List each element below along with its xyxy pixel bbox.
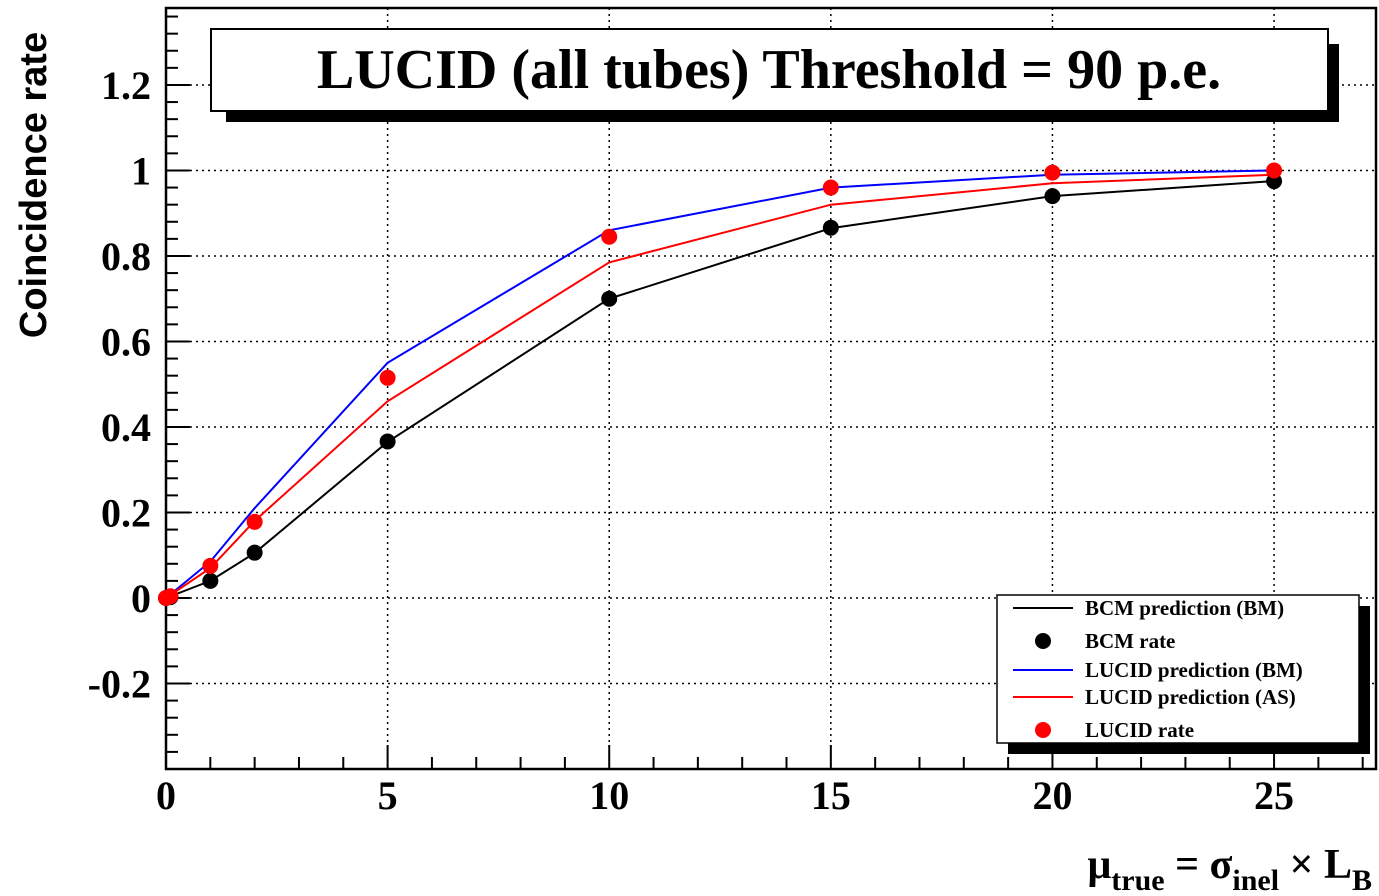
x-tick-label: 25 [1254,773,1294,818]
data-point [822,179,839,196]
axes: 0 5 10 15 20 25 -0.2 0 0.2 0.4 0.6 0.8 1 1.2 [88,15,1364,818]
data-point [1044,164,1061,181]
data-point [162,588,179,605]
legend-label: LUCID rate [1085,718,1194,742]
series-layer [158,162,1283,606]
y-tick-label: 0.8 [101,234,151,279]
data-point [822,219,839,236]
legend-label: BCM prediction (BM) [1085,596,1284,620]
x-tick-label: 0 [156,773,176,818]
legend-label: LUCID prediction (BM) [1085,658,1303,682]
y-axis-label: Coincidence rate [13,32,55,338]
legend-label: BCM rate [1085,629,1175,653]
x-tick-label: 10 [589,773,629,818]
y-tick-label: 0.4 [101,405,151,450]
data-point [601,290,618,307]
legend-label: LUCID prediction (AS) [1085,685,1296,709]
x-tick-label: 20 [1032,773,1072,818]
legend-swatch-marker [1035,722,1051,738]
plot-frame [164,6,1378,771]
y-tick-label: 1.2 [101,63,151,108]
y-tick-label: 1 [131,148,151,193]
series-line [165,169,1275,599]
x-tick-label: 15 [811,773,851,818]
y-tick-label: 0 [131,576,151,621]
data-point [246,513,263,530]
data-point [1044,188,1061,205]
data-point [202,557,219,574]
legend: BCM prediction (BM) BCM rate LUCID predict… [996,594,1370,754]
x-axis-label: μtrue = σinel × LB [1087,842,1372,896]
series-line [165,180,1275,599]
legend-swatch-marker [1035,633,1051,649]
y-tick-label: 0.6 [101,319,151,364]
data-point [246,544,263,561]
y-tick-label: 0.2 [101,490,151,535]
data-point [601,228,618,245]
chart-title: LUCID (all tubes) Threshold = 90 p.e. [317,39,1221,101]
data-point [379,369,396,386]
title-box-frame [210,28,1329,112]
data-point [202,572,219,589]
data-point [379,433,396,450]
data-point [1266,162,1283,179]
series-line [165,173,1275,599]
y-tick-label: -0.2 [88,661,151,706]
title-box: LUCID (all tubes) Threshold = 90 p.e. [210,28,1339,122]
x-tick-label: 5 [378,773,398,818]
